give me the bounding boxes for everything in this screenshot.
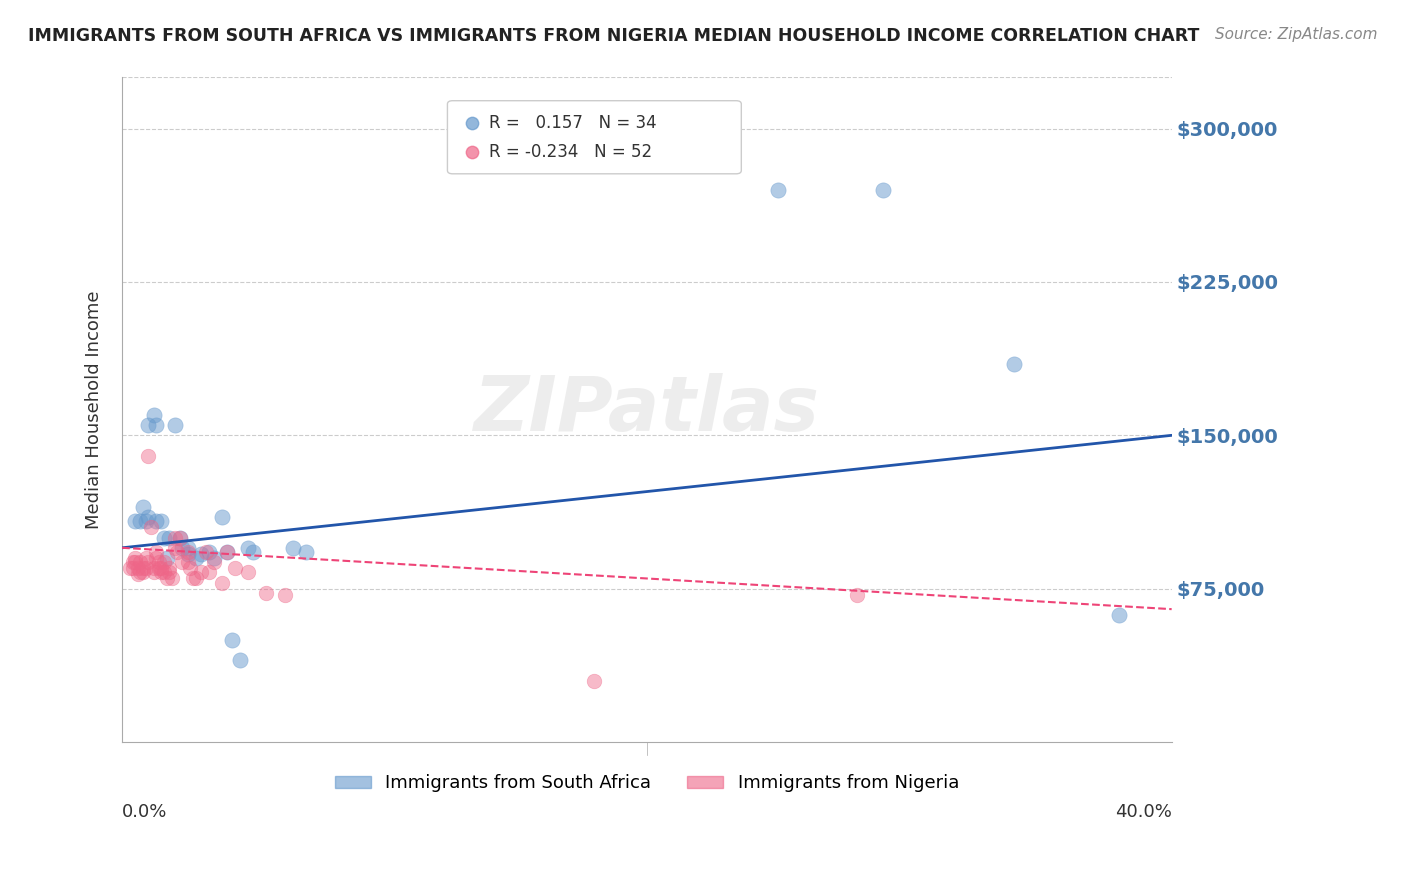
Point (169, 531, 191, 545)
Point (148, 561, 170, 575)
Point (145, 514, 167, 528)
Point (984, 735, 1007, 749)
Point (135, 514, 157, 528)
Point (176, 545, 198, 559)
Point (211, 510, 233, 524)
Point (148, 555, 170, 569)
Point (145, 545, 167, 559)
Point (190, 547, 212, 561)
Text: 0.0%: 0.0% (122, 804, 167, 822)
Point (157, 531, 180, 545)
Point (150, 561, 173, 575)
Point (215, 545, 238, 559)
Point (150, 514, 173, 528)
Point (197, 545, 219, 559)
Point (166, 545, 188, 559)
Point (202, 551, 225, 566)
Point (132, 561, 155, 575)
Y-axis label: Median Household Income: Median Household Income (86, 291, 103, 529)
Point (157, 566, 180, 580)
Point (172, 541, 194, 555)
Point (129, 566, 152, 580)
Point (163, 418, 186, 433)
FancyBboxPatch shape (447, 101, 741, 174)
Point (190, 566, 212, 580)
Point (202, 555, 225, 569)
Point (1108, 608, 1130, 623)
Point (157, 561, 180, 575)
Point (229, 653, 252, 667)
Point (124, 514, 146, 528)
Point (236, 541, 259, 555)
Point (254, 586, 277, 600)
Point (211, 575, 233, 590)
Point (984, 735, 1007, 749)
Point (163, 531, 186, 545)
Point (124, 555, 146, 569)
Point (872, 183, 894, 197)
Point (136, 418, 159, 433)
Point (274, 588, 297, 602)
Point (145, 551, 167, 566)
Point (139, 520, 162, 534)
Point (583, 673, 606, 688)
Point (142, 561, 165, 575)
Point (160, 572, 183, 586)
Point (121, 555, 143, 569)
Point (224, 561, 246, 575)
Text: Source: ZipAtlas.com: Source: ZipAtlas.com (1215, 27, 1378, 42)
Text: 40.0%: 40.0% (1115, 804, 1171, 822)
Point (845, 588, 868, 602)
Point (181, 572, 204, 586)
Point (242, 545, 264, 559)
Point (156, 551, 179, 566)
Point (132, 500, 155, 514)
Point (150, 566, 173, 580)
Text: IMMIGRANTS FROM SOUTH AFRICA VS IMMIGRANTS FROM NIGERIA MEDIAN HOUSEHOLD INCOME : IMMIGRANTS FROM SOUTH AFRICA VS IMMIGRAN… (28, 27, 1199, 45)
Point (172, 555, 194, 569)
Point (169, 531, 191, 545)
Point (179, 561, 201, 575)
Point (195, 545, 218, 559)
Point (132, 566, 155, 580)
Point (121, 561, 143, 575)
Point (129, 514, 152, 528)
Point (118, 561, 141, 575)
Point (215, 545, 238, 559)
Point (1002, 357, 1025, 371)
Point (294, 545, 316, 559)
Point (129, 555, 152, 569)
Point (124, 551, 146, 566)
Point (221, 632, 243, 647)
Text: R = -0.234   N = 52: R = -0.234 N = 52 (489, 143, 652, 161)
Point (135, 551, 157, 566)
Point (766, 183, 789, 197)
Point (281, 541, 304, 555)
Point (153, 531, 176, 545)
Point (135, 561, 157, 575)
Point (142, 566, 165, 580)
Point (127, 567, 149, 582)
Point (136, 510, 159, 524)
Point (163, 541, 186, 555)
Point (145, 418, 167, 433)
Point (184, 572, 207, 586)
Point (197, 566, 219, 580)
Point (176, 555, 198, 569)
Text: R =   0.157   N = 34: R = 0.157 N = 34 (489, 113, 657, 132)
Point (156, 572, 179, 586)
Point (153, 566, 176, 580)
Text: ZIPatlas: ZIPatlas (474, 373, 820, 447)
Point (236, 566, 259, 580)
Point (176, 547, 198, 561)
Point (176, 541, 198, 555)
Legend: Immigrants from South Africa, Immigrants from Nigeria: Immigrants from South Africa, Immigrants… (328, 767, 966, 799)
Point (136, 449, 159, 463)
Point (142, 408, 165, 422)
Point (184, 551, 207, 566)
Point (136, 555, 159, 569)
Point (127, 561, 149, 575)
Point (153, 555, 176, 569)
